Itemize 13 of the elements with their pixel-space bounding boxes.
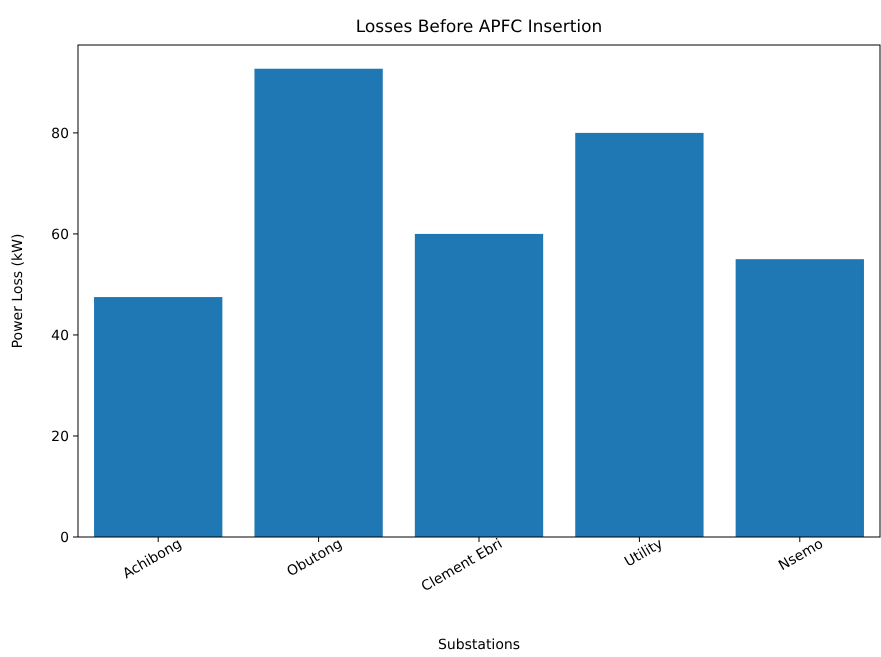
y-tick-label: 80 (51, 126, 69, 142)
y-tick-label: 60 (51, 226, 69, 243)
bar (414, 234, 544, 537)
y-tick-label: 20 (51, 428, 69, 445)
x-axis-title: Substations (438, 637, 520, 653)
bar (575, 132, 704, 537)
y-tick-label: 0 (60, 530, 69, 546)
chart-title: Losses Before APFC Insertion (356, 17, 602, 37)
bar (736, 259, 864, 537)
bar (94, 297, 222, 537)
y-axis-title: Power Loss (kW) (10, 234, 26, 348)
y-tick-label: 40 (51, 328, 69, 344)
bar (254, 68, 383, 537)
